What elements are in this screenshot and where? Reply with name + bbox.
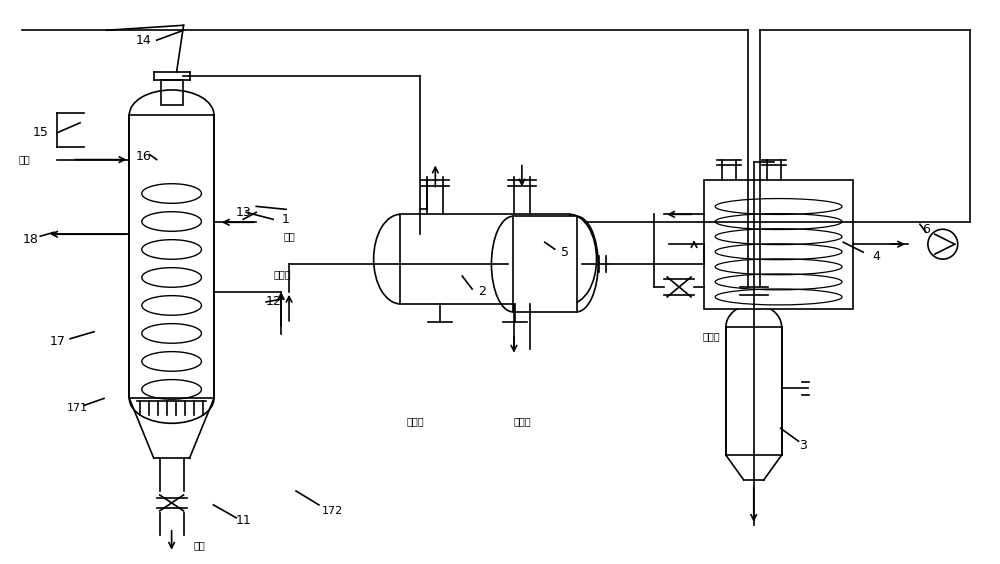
Text: 4: 4 — [872, 250, 880, 263]
Text: 13: 13 — [235, 206, 251, 219]
Text: 1: 1 — [282, 213, 290, 226]
Text: 171: 171 — [67, 403, 88, 413]
Bar — [400, 214, 570, 304]
Text: 2: 2 — [478, 285, 486, 298]
Bar — [513, 217, 577, 312]
Text: 6: 6 — [922, 223, 930, 236]
Text: 14: 14 — [136, 34, 152, 47]
Text: 蒸气: 蒸气 — [283, 231, 295, 241]
Text: 12: 12 — [265, 296, 281, 309]
Text: 冷却水: 冷却水 — [407, 416, 424, 426]
Bar — [161, 80, 183, 105]
Text: 焦脂: 焦脂 — [194, 540, 205, 550]
Text: 16: 16 — [136, 150, 152, 163]
Bar — [129, 115, 214, 398]
Text: 冷封水: 冷封水 — [702, 331, 720, 341]
Text: 11: 11 — [235, 514, 251, 527]
Text: 5: 5 — [561, 246, 569, 259]
Text: 172: 172 — [322, 506, 343, 516]
Text: 松脂: 松脂 — [18, 155, 30, 165]
Text: 导热油: 导热油 — [273, 269, 291, 279]
Text: 18: 18 — [22, 233, 38, 246]
Text: 3: 3 — [800, 439, 807, 452]
Text: 17: 17 — [49, 335, 65, 348]
Bar — [704, 179, 853, 309]
Bar — [726, 327, 782, 455]
Text: 15: 15 — [32, 126, 48, 139]
Text: 松节油: 松节油 — [513, 416, 531, 426]
